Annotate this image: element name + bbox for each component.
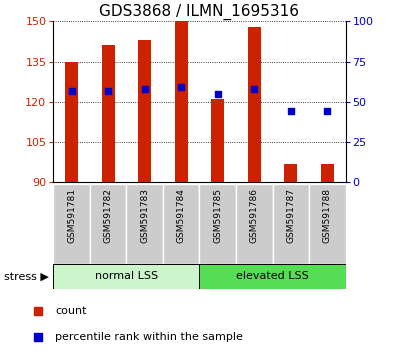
Title: GDS3868 / ILMN_1695316: GDS3868 / ILMN_1695316: [100, 4, 299, 20]
Point: [356, 162, 362, 168]
Bar: [321, 164, 334, 182]
Text: count: count: [55, 306, 87, 316]
Text: stress ▶: stress ▶: [4, 272, 49, 281]
Bar: [236, 184, 273, 264]
Bar: [53, 184, 90, 264]
Text: GSM591785: GSM591785: [213, 188, 222, 243]
Point: [68, 88, 75, 93]
Bar: [126, 184, 163, 264]
Text: GSM591788: GSM591788: [323, 188, 332, 243]
Point: [288, 109, 294, 114]
Text: GSM591784: GSM591784: [177, 188, 186, 243]
Bar: [284, 164, 297, 182]
Point: [141, 86, 148, 92]
Bar: [138, 40, 151, 182]
Bar: [199, 184, 236, 264]
Text: GSM591782: GSM591782: [103, 188, 113, 243]
Bar: [273, 184, 309, 264]
Point: [251, 86, 258, 92]
Bar: [175, 21, 188, 182]
Text: GSM591783: GSM591783: [140, 188, 149, 243]
Bar: [102, 45, 115, 182]
Text: percentile rank within the sample: percentile rank within the sample: [55, 332, 243, 342]
Bar: [309, 184, 346, 264]
Bar: [65, 62, 78, 182]
Text: elevated LSS: elevated LSS: [236, 272, 309, 281]
Bar: [163, 184, 199, 264]
Point: [214, 91, 221, 97]
Bar: [90, 184, 126, 264]
Bar: [199, 264, 346, 289]
Bar: [248, 27, 261, 182]
Text: normal LSS: normal LSS: [95, 272, 158, 281]
Point: [105, 88, 111, 93]
Text: GSM591787: GSM591787: [286, 188, 295, 243]
Text: GSM591781: GSM591781: [67, 188, 76, 243]
Text: GSM591786: GSM591786: [250, 188, 259, 243]
Point: [178, 85, 184, 90]
Point: [324, 109, 331, 114]
Bar: [53, 264, 199, 289]
Bar: [211, 99, 224, 182]
